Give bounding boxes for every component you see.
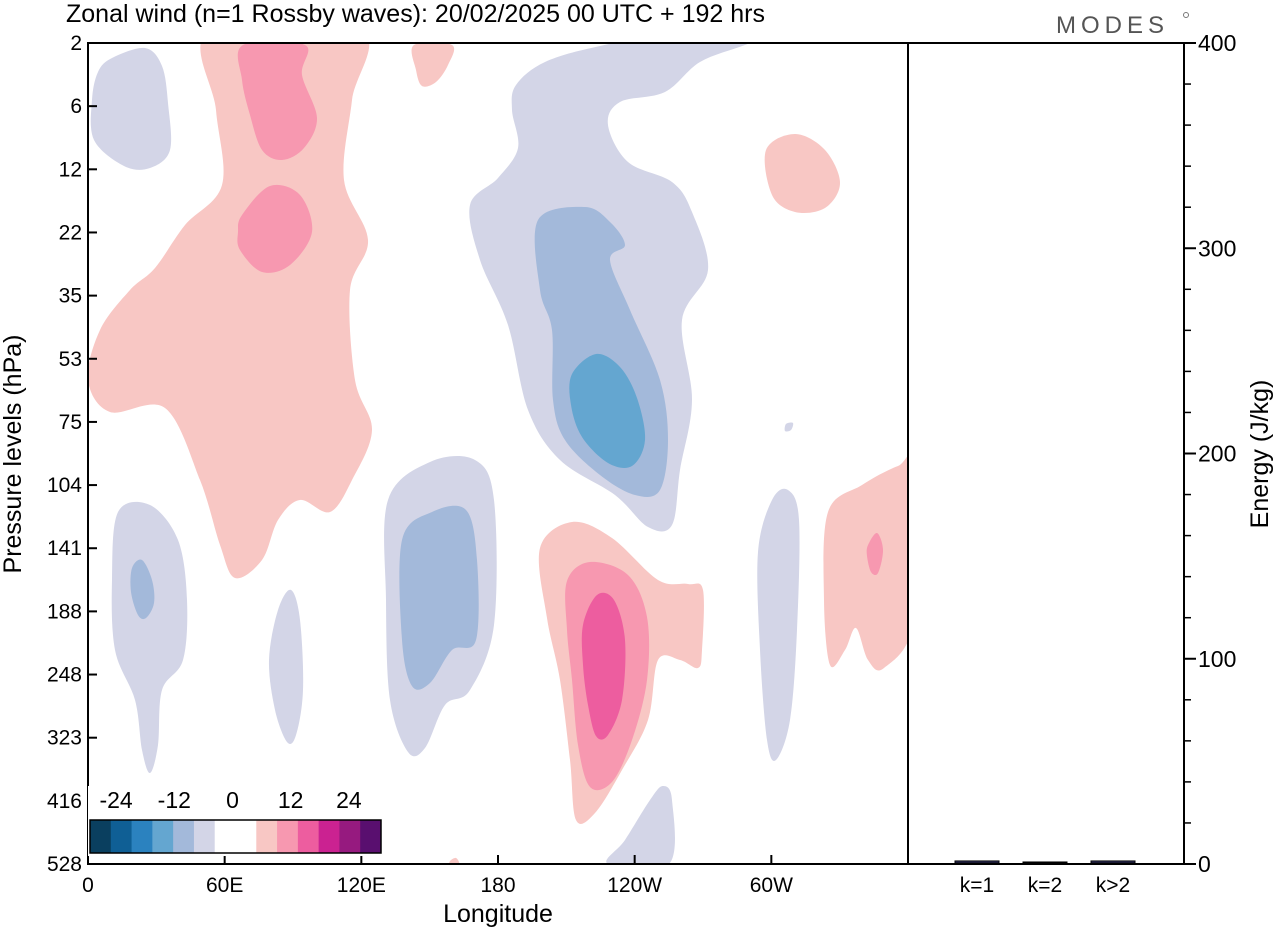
y-tick-label: 75 [59, 411, 82, 434]
contour-neg-weak-8 [757, 488, 800, 761]
x-tick-label: 120E [337, 874, 386, 897]
energy-tick-label: 0 [1198, 851, 1211, 877]
contour-fields [88, 43, 908, 864]
energy-axis-label: Energy (J/kg) [1246, 380, 1274, 529]
y-tick-label: 35 [59, 285, 82, 308]
x-axis-label: Longitude [443, 900, 553, 928]
colorbar-swatch [152, 820, 174, 853]
colorbar-swatch [235, 820, 257, 853]
contour-pos-weak-5 [823, 455, 908, 671]
colorbar-swatch [360, 820, 382, 853]
x-tick-label: 120W [607, 874, 662, 897]
colorbar-label: 24 [336, 787, 362, 813]
colorbar-swatch [173, 820, 195, 853]
contour-neg-weak-7 [606, 786, 675, 864]
energy-bar [954, 860, 1000, 864]
contour-neg-weak-3 [784, 422, 794, 432]
energy-tick-label: 100 [1198, 646, 1236, 672]
contour-neg-weak-4 [111, 501, 188, 774]
energy-category-label: k=2 [1028, 874, 1062, 897]
x-tick-label: 60E [206, 874, 243, 897]
energy-tick-label: 300 [1198, 235, 1236, 261]
y-tick-label: 416 [47, 790, 82, 813]
brand-logo: MODES [1056, 12, 1169, 39]
x-tick-label: 180 [480, 874, 515, 897]
contour-pos-weak-2 [411, 43, 455, 87]
colorbar-swatch [256, 820, 278, 853]
colorbar-swatch [193, 820, 216, 853]
contour-pos-weak-1 [88, 43, 373, 579]
y-tick-label: 53 [59, 348, 82, 371]
colorbar-swatch [110, 820, 133, 853]
colorbar-swatch [90, 820, 112, 853]
colorbar-swatch [131, 820, 153, 853]
colorbar-swatch [339, 820, 361, 853]
colorbar-swatch [277, 820, 299, 853]
contour-neg-weak-1 [90, 47, 172, 170]
contour-neg-weak-5 [268, 589, 304, 744]
colorbar-label: -24 [99, 787, 132, 813]
contour-pos-mid-4 [866, 532, 884, 576]
chart-title: Zonal wind (n=1 Rossby waves): 20/02/202… [66, 0, 765, 28]
y-tick-label: 141 [47, 537, 82, 560]
contour-neg-mid-3 [399, 505, 479, 690]
y-tick-label: 528 [47, 853, 82, 876]
contour-layer [88, 43, 908, 864]
x-tick-label: 0 [82, 874, 94, 897]
colorbar-label: 12 [278, 787, 304, 813]
colorbar-frame [89, 819, 382, 854]
colorbar-swatch [318, 820, 340, 853]
colorbar-swatch [297, 820, 320, 853]
energy-bar [1022, 861, 1068, 864]
energy-axes: 0 100 200 300 400 k=1 k=2 k>2 [954, 30, 1236, 897]
contour-pos-mid-2 [237, 184, 313, 273]
contour-pos-strong-1 [581, 592, 626, 740]
y-tick-label: 12 [59, 158, 82, 181]
y-tick-label: 22 [59, 221, 82, 244]
colorbar-swatch [214, 820, 236, 853]
y-tick-label: 248 [47, 664, 82, 687]
colorbar: -24 -12 0 12 24 [88, 786, 383, 856]
x-tick-label: 60W [750, 874, 793, 897]
contour-pos-weak-3 [764, 134, 840, 214]
energy-tick-label: 400 [1198, 30, 1236, 56]
y-tick-label: 6 [70, 95, 82, 118]
energy-plot-frame [907, 42, 1185, 865]
contour-neg-strong-1 [569, 353, 646, 468]
y-tick-label: 104 [47, 474, 82, 497]
y-tick-label: 188 [47, 600, 82, 623]
contour-pos-weak-6 [449, 857, 460, 864]
brand-registered-mark [1183, 12, 1189, 18]
energy-category-label: k>2 [1096, 874, 1130, 897]
energy-category-label: k=1 [960, 874, 994, 897]
colorbar-label: 0 [226, 787, 239, 813]
y-axis-label: Pressure levels (hPa) [0, 335, 27, 574]
energy-tick-label: 200 [1198, 441, 1236, 467]
energy-bar [1090, 860, 1136, 864]
colorbar-label: -12 [158, 787, 191, 813]
contour-pos-mid-1 [237, 43, 318, 161]
y-tick-label: 2 [70, 32, 82, 55]
contour-neg-mid-2 [130, 559, 155, 620]
y-tick-label: 323 [47, 727, 82, 750]
main-axes: 0 60E 120E 180 120W 60W 2 6 12 22 35 53 75 104 141 188 2… [47, 32, 793, 897]
